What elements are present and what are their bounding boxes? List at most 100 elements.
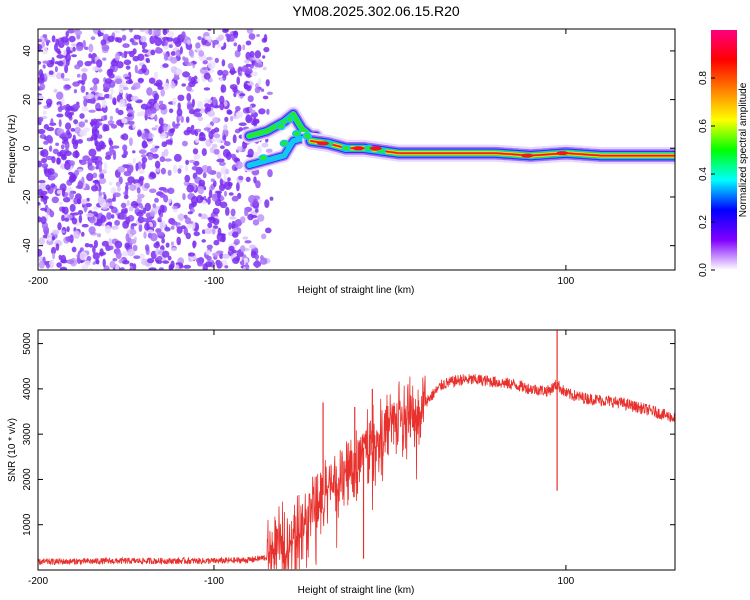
noise-blob xyxy=(192,221,196,230)
noise-blob xyxy=(185,116,190,123)
snr-x-tick-label: 100 xyxy=(558,576,575,587)
noise-blob xyxy=(213,127,220,133)
noise-blob xyxy=(52,229,60,235)
signal-knot xyxy=(291,129,302,138)
noise-blob xyxy=(132,157,136,164)
noise-blob xyxy=(115,78,123,85)
noise-blob xyxy=(204,227,213,235)
noise-blob xyxy=(260,88,265,92)
noise-blob xyxy=(86,173,94,182)
noise-blob xyxy=(154,160,161,169)
noise-blob xyxy=(61,230,66,234)
colorbar-label: Normalized spectral amplitude xyxy=(738,82,749,217)
noise-blob xyxy=(98,166,102,173)
noise-blob xyxy=(157,250,163,255)
noise-blob xyxy=(239,93,246,97)
noise-blob xyxy=(114,219,120,226)
noise-blob xyxy=(267,169,273,178)
noise-blob xyxy=(207,216,216,221)
noise-blob xyxy=(164,39,168,47)
noise-blob xyxy=(207,110,216,117)
noise-blob xyxy=(54,66,58,73)
noise-blob xyxy=(265,148,273,153)
noise-blob xyxy=(119,99,126,108)
noise-blob xyxy=(74,30,83,36)
noise-blob xyxy=(262,95,269,100)
noise-blob xyxy=(141,156,148,163)
noise-blob xyxy=(43,140,49,145)
noise-blob xyxy=(56,157,61,165)
noise-blob xyxy=(110,187,117,195)
noise-blob xyxy=(243,257,248,261)
noise-blob xyxy=(136,112,143,117)
noise-blob xyxy=(61,206,66,214)
noise-blob xyxy=(257,77,262,87)
noise-blob xyxy=(261,142,269,148)
noise-blob xyxy=(197,260,204,267)
noise-blob xyxy=(132,150,136,154)
noise-blob xyxy=(211,193,218,202)
noise-blob xyxy=(213,239,220,246)
noise-blob xyxy=(93,240,98,248)
noise-blob xyxy=(144,182,150,189)
noise-blob xyxy=(162,188,170,193)
noise-blob xyxy=(50,246,57,255)
noise-blob xyxy=(59,266,68,270)
noise-blob xyxy=(116,186,121,192)
noise-blob xyxy=(252,151,260,158)
noise-blob xyxy=(244,59,250,64)
noise-blob xyxy=(141,140,148,149)
noise-blob xyxy=(232,257,240,264)
noise-blob xyxy=(107,120,115,125)
noise-blob xyxy=(46,207,51,216)
noise-blob xyxy=(114,36,119,43)
noise-blob xyxy=(138,149,147,155)
noise-blob xyxy=(238,248,242,258)
noise-blob xyxy=(206,106,212,112)
noise-blob xyxy=(247,148,254,158)
noise-blob xyxy=(79,251,88,261)
noise-blob xyxy=(56,91,64,100)
noise-blob xyxy=(135,162,139,172)
noise-blob xyxy=(97,29,102,37)
noise-blob xyxy=(141,161,146,170)
noise-blob xyxy=(141,132,149,140)
noise-blob xyxy=(96,233,102,238)
noise-blob xyxy=(86,185,90,191)
noise-blob xyxy=(83,98,88,107)
noise-blob xyxy=(78,214,83,224)
noise-blob xyxy=(60,72,65,79)
noise-blob xyxy=(137,53,145,61)
noise-blob xyxy=(153,93,160,101)
noise-blob xyxy=(176,108,183,117)
noise-blob xyxy=(58,201,64,205)
noise-blob xyxy=(65,122,72,130)
noise-blob xyxy=(154,145,160,149)
noise-blob xyxy=(244,240,252,244)
noise-blob xyxy=(158,117,164,125)
noise-blob xyxy=(144,244,150,252)
noise-blob xyxy=(98,177,107,185)
noise-blob xyxy=(112,258,118,262)
noise-blob xyxy=(170,241,175,247)
noise-blob xyxy=(38,205,42,209)
noise-blob xyxy=(177,213,185,221)
noise-blob xyxy=(133,255,141,259)
noise-blob xyxy=(260,257,268,265)
noise-blob xyxy=(57,222,62,231)
noise-blob xyxy=(81,67,88,73)
noise-blob xyxy=(269,196,274,201)
noise-blob xyxy=(79,159,87,165)
noise-blob xyxy=(43,124,50,130)
noise-blob xyxy=(231,220,236,230)
noise-blob xyxy=(97,195,104,205)
noise-blob xyxy=(162,29,167,36)
signal-peak xyxy=(521,153,534,158)
noise-blob xyxy=(56,72,63,80)
noise-blob xyxy=(163,82,170,91)
noise-blob xyxy=(206,165,212,175)
noise-blob xyxy=(112,150,116,155)
noise-blob xyxy=(243,83,249,90)
noise-blob xyxy=(227,63,234,69)
noise-blob xyxy=(123,194,129,200)
